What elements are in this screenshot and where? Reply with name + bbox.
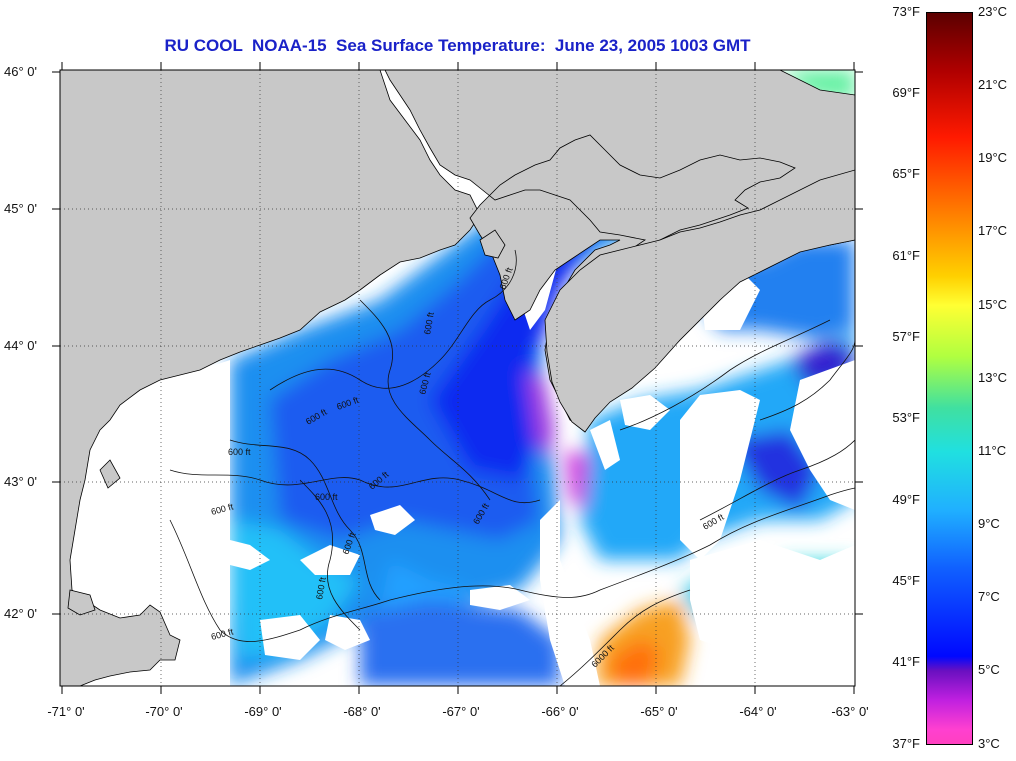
contour-label: 600 ft [228,447,251,457]
sst-field [230,70,855,686]
land [60,70,855,686]
lon-tick-label: -64° 0' [739,704,777,719]
colorbar-label-c: 21°C [978,77,1008,92]
lon-tick-label: -66° 0' [541,704,579,719]
lat-tick-label: 46° 0' [4,64,37,79]
contour-label: 600 ft [315,492,338,502]
lat-tick-label: 42° 0' [4,606,37,621]
frame-ticks [52,62,863,694]
lon-tick-label: -69° 0' [244,704,282,719]
colorbar-label-f: 57°F [892,329,920,344]
colorbar-label-c: 15°C [978,297,1008,312]
colorbar-label-f: 37°F [892,736,920,751]
colorbar-label-c: 13°C [978,370,1008,385]
colorbar-label-f: 45°F [892,573,920,588]
lon-tick-label: -71° 0' [47,704,85,719]
lon-tick-label: -67° 0' [442,704,480,719]
colorbar-label-c: 23°C [978,4,1008,19]
lon-tick-label: -70° 0' [145,704,183,719]
colorbar-label-c: 17°C [978,223,1008,238]
colorbar-label-c: 5°C [978,662,1000,677]
lat-tick-label: 43° 0' [4,474,37,489]
colorbar-gradient [927,13,972,744]
colorbar-label-f: 41°F [892,654,920,669]
lat-tick-label: 45° 0' [4,201,37,216]
bathymetry-contours [169,249,855,686]
colorbar-label-f: 61°F [892,248,920,263]
colorbar-label-c: 7°C [978,589,1000,604]
colorbar-label-f: 49°F [892,492,920,507]
contour-label: 600 ft [314,576,328,600]
colorbar-label-c: 11°C [978,443,1007,458]
colorbar-label-c: 9°C [978,516,1000,531]
lon-tick-label: -65° 0' [640,704,678,719]
colorbar-label-c: 3°C [978,736,1000,751]
lon-tick-label: -63° 0' [831,704,869,719]
cloud-mask [60,255,855,686]
colorbar-label-c: 19°C [978,150,1008,165]
lat-tick-label: 44° 0' [4,338,37,353]
colorbar-label-f: 73°F [892,4,920,19]
colorbar [926,12,973,745]
contour-label: 600 ft [422,311,436,335]
colorbar-label-f: 65°F [892,166,920,181]
chart-title: RU COOL NOAA-15 Sea Surface Temperature:… [164,36,751,55]
graticule [60,70,855,686]
lon-tick-label: -68° 0' [343,704,381,719]
colorbar-label-f: 53°F [892,410,920,425]
colorbar-label-f: 69°F [892,85,920,100]
